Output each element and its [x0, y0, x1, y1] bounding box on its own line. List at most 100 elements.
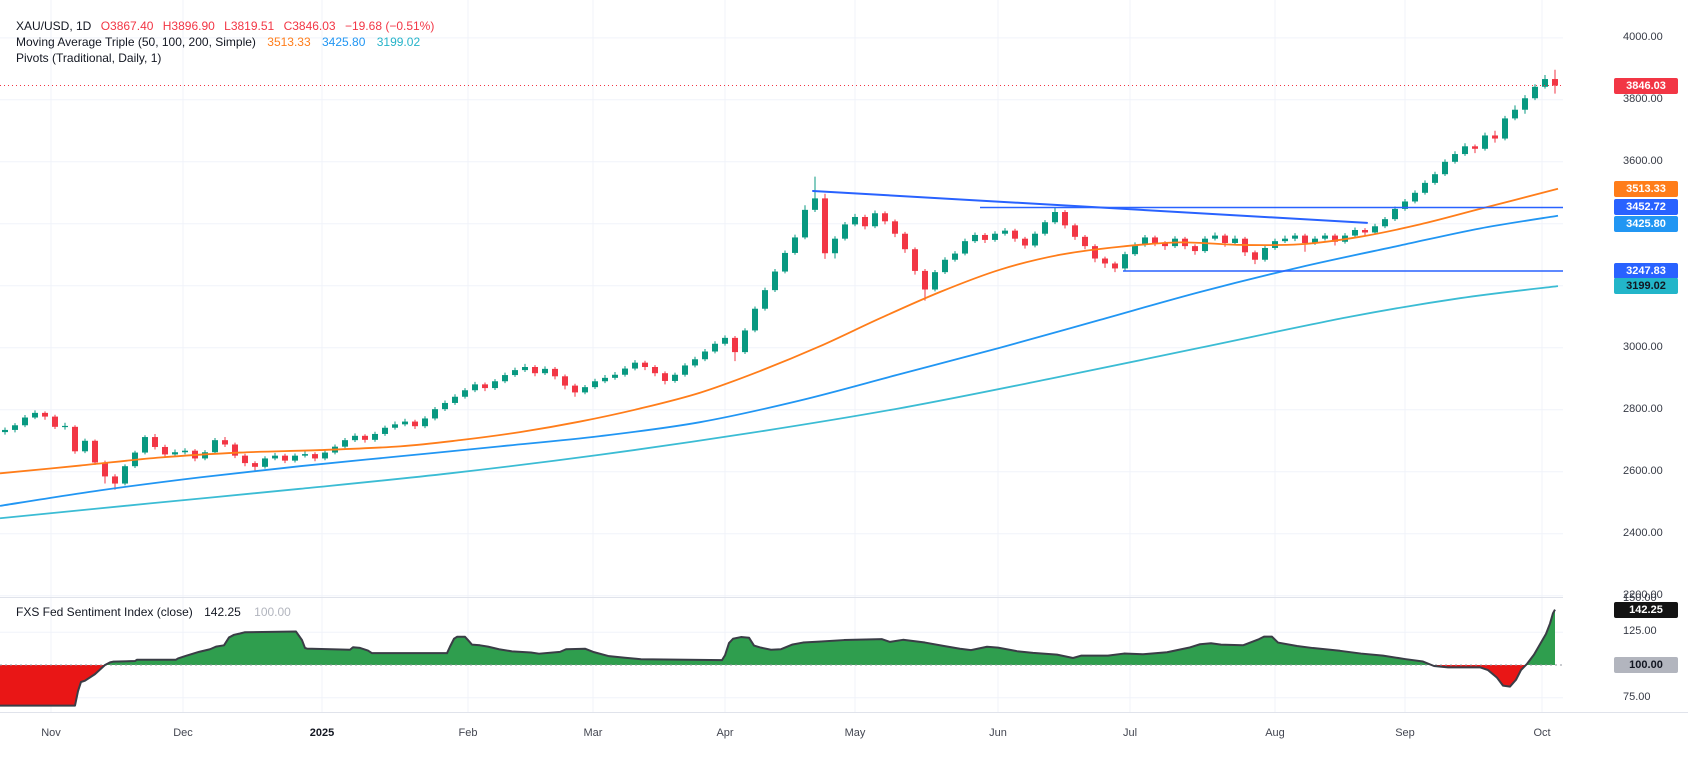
candle-up	[702, 351, 708, 360]
ohlc-change: −19.68 (−0.51%)	[344, 19, 435, 33]
symbol-title[interactable]: XAU/USD, 1D	[16, 19, 92, 33]
time-axis-month-label: Jun	[989, 727, 1007, 739]
candle-down	[912, 249, 918, 271]
candle-down	[552, 368, 558, 377]
candle-up	[2, 429, 8, 433]
candle-up	[1372, 226, 1378, 233]
ohlc-open: O3867.40	[100, 19, 154, 33]
price-axis[interactable]: 4000.00 3800.00 3600.00 3000.00 2800.00 2600.…	[1563, 0, 1688, 712]
candle-up	[692, 359, 698, 366]
candle-up	[1542, 79, 1548, 87]
candle-up	[612, 374, 618, 378]
candle-up	[772, 271, 778, 291]
candle-up	[342, 440, 348, 447]
time-axis-month-label: Jul	[1122, 727, 1138, 739]
candle-up	[422, 418, 428, 427]
candle-down	[862, 216, 868, 227]
candle-down	[252, 463, 258, 467]
candle-up	[122, 466, 128, 484]
sentiment-badge: 100.00	[1614, 656, 1678, 673]
time-axis-month-label: Nov	[41, 727, 61, 739]
candle-up	[202, 452, 208, 459]
candle-up	[1392, 208, 1398, 220]
sentiment-badge: 142.25	[1614, 601, 1678, 618]
candle-up	[462, 390, 468, 397]
candle-up	[522, 367, 528, 371]
candle-down	[1152, 237, 1158, 244]
sentiment-axis-label: 75.00	[1623, 690, 1651, 703]
candle-down	[882, 213, 888, 222]
candle-up	[602, 377, 608, 382]
sentiment-baseline-value: 100.00	[254, 605, 291, 619]
price-axis-label: 3800.00	[1623, 92, 1663, 105]
sma50-value: 3513.33	[267, 35, 311, 49]
candle-down	[1022, 238, 1028, 246]
main-chart-legend: XAU/USD, 1D O3867.40 H3896.90 L3819.51 C…	[16, 18, 434, 66]
price-axis-label: 2400.00	[1623, 526, 1663, 539]
candle-up	[592, 381, 598, 388]
sentiment-axis-label: 150.00	[1623, 592, 1657, 605]
candle-up	[1402, 201, 1408, 209]
candle-up	[1482, 135, 1488, 149]
candle-up	[352, 435, 358, 441]
ma-line-sma50	[0, 187, 1559, 475]
time-axis[interactable]: Nov Dec 2025 Feb Mar Apr May Jun Jul Aug Sep Oct	[0, 713, 1688, 762]
candle-up	[1352, 229, 1358, 236]
candle-up	[722, 337, 728, 344]
candle-up	[142, 437, 148, 453]
candle-up	[272, 455, 278, 459]
candle-down	[222, 440, 228, 445]
ma-indicator-title[interactable]: Moving Average Triple (50, 100, 200, Sim…	[16, 35, 256, 49]
candle-down	[42, 412, 48, 417]
candle-up	[1522, 98, 1528, 110]
price-badge: 3199.02	[1614, 278, 1678, 295]
candle-down	[1102, 258, 1108, 264]
candle-down	[362, 435, 368, 440]
candle-up	[712, 343, 718, 352]
candle-down	[1472, 146, 1478, 149]
candle-up	[752, 308, 758, 331]
price-badge: 3452.72	[1614, 199, 1678, 216]
candle-up	[302, 454, 308, 456]
candle-up	[992, 233, 998, 240]
sentiment-area-negative	[1431, 664, 1526, 687]
candle-up	[492, 381, 498, 389]
candle-up	[1502, 118, 1508, 139]
candle-down	[232, 444, 238, 456]
candle-up	[62, 425, 68, 428]
candle-up	[32, 412, 38, 418]
candle-up	[942, 259, 948, 273]
pivots-indicator-title[interactable]: Pivots (Traditional, Daily, 1)	[16, 51, 162, 65]
candle-down	[922, 270, 928, 290]
price-axis-label: 3600.00	[1623, 154, 1663, 167]
candle-up	[1432, 174, 1438, 183]
time-axis-month-label: Aug	[1265, 727, 1285, 739]
candle-up	[392, 424, 398, 428]
time-axis-month-label: Dec	[173, 727, 193, 739]
sentiment-area-negative	[0, 664, 105, 706]
candle-up	[402, 421, 408, 425]
time-axis-month-label: Feb	[458, 727, 478, 739]
candle-down	[532, 367, 538, 374]
candle-down	[1012, 230, 1018, 239]
candle-down	[152, 437, 158, 447]
candle-up	[322, 452, 328, 459]
candle-down	[662, 373, 668, 381]
candle-up	[472, 384, 478, 391]
candle-up	[1202, 238, 1208, 252]
sentiment-legend: FXS Fed Sentiment Index (close) 142.25 1…	[16, 604, 291, 620]
candle-down	[982, 234, 988, 240]
candle-down	[1492, 135, 1498, 139]
candle-up	[1042, 222, 1048, 234]
sma100-value: 3425.80	[322, 35, 366, 49]
candle-down	[732, 337, 738, 353]
candle-up	[952, 253, 958, 260]
sentiment-indicator-title[interactable]: FXS Fed Sentiment Index (close)	[16, 605, 193, 619]
ohlc-low: L3819.51	[224, 19, 275, 33]
candle-down	[1192, 246, 1198, 252]
candle-down	[242, 455, 248, 464]
candle-up	[1262, 247, 1268, 260]
candle-up	[1412, 192, 1418, 202]
candle-up	[1312, 238, 1318, 244]
